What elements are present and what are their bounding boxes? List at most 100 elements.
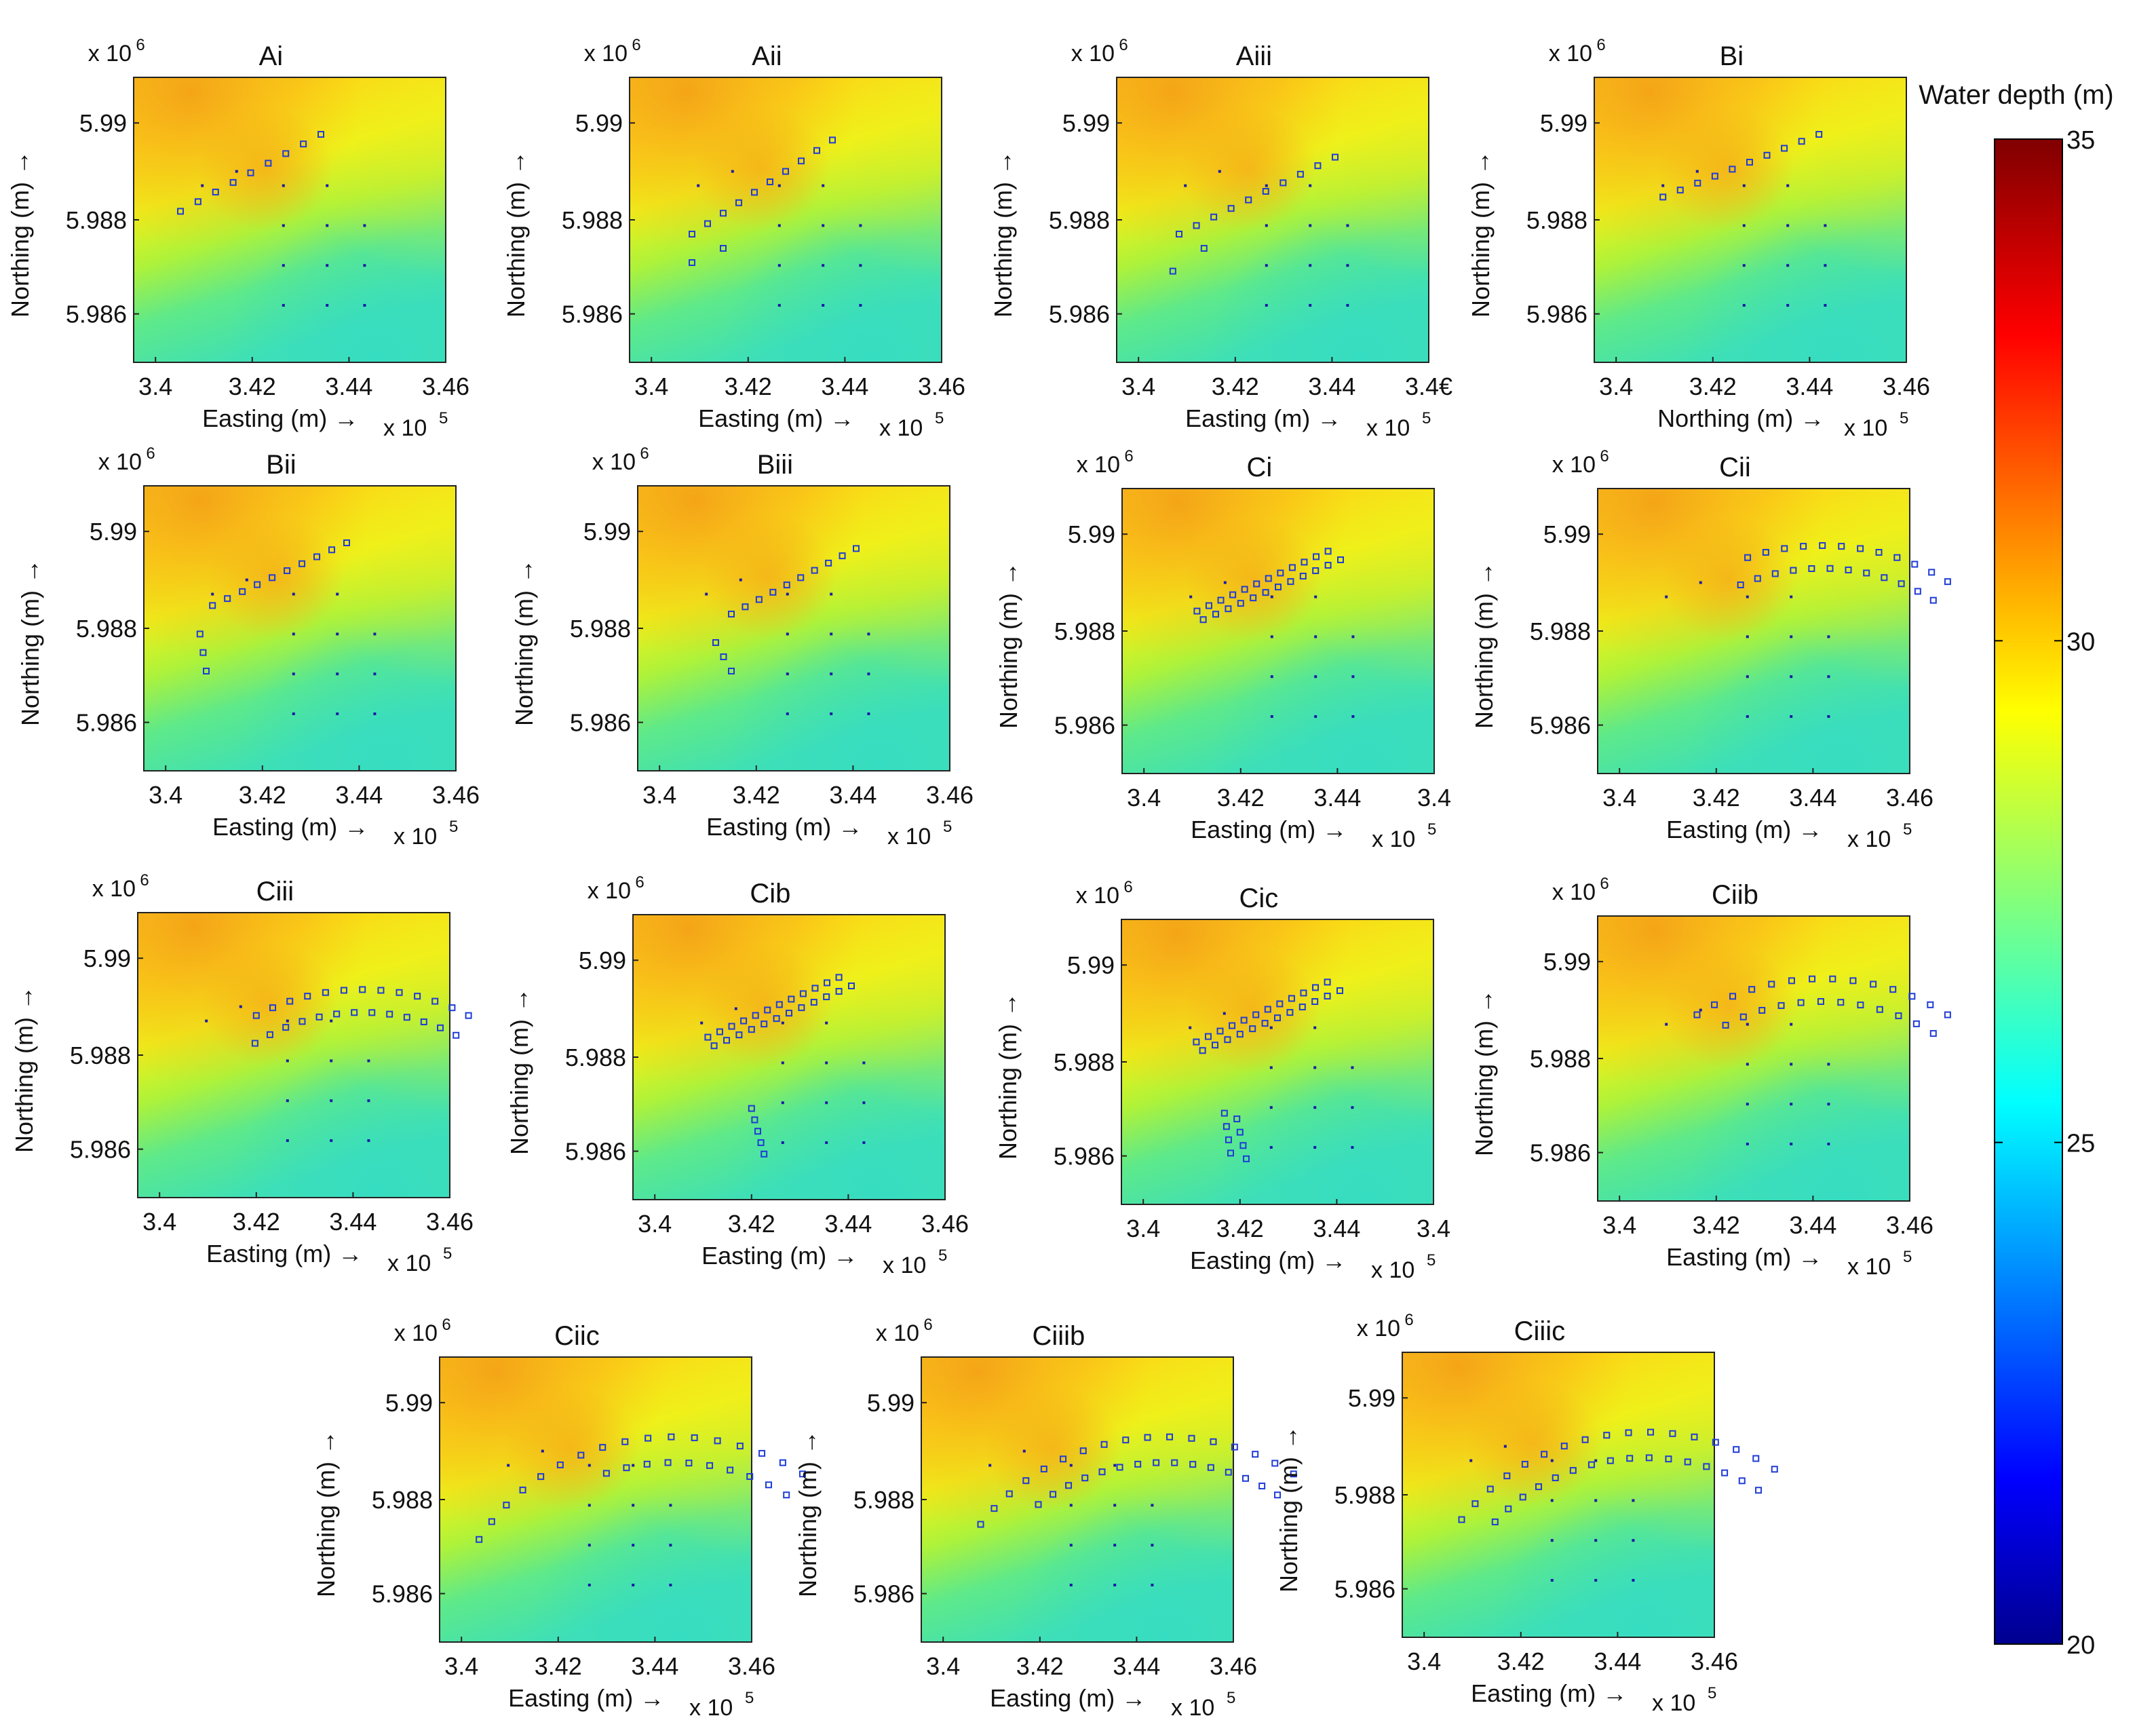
turbine-marker	[286, 1099, 289, 1103]
y-multiplier-exponent: 6	[1124, 447, 1133, 465]
x-tick-label: 3.46	[1883, 373, 1930, 400]
turbine-marker	[1060, 1455, 1067, 1463]
panel-title: Bi	[1720, 41, 1744, 71]
turbine-marker	[669, 1544, 672, 1547]
turbine-marker	[1746, 675, 1749, 679]
y-tick-label: 5.99	[1543, 948, 1591, 976]
x-tick-label: 3.42	[1217, 784, 1265, 812]
colorbar-tick-label: 35	[2066, 126, 2095, 155]
turbine-marker	[201, 184, 204, 187]
turbine-marker	[1722, 1021, 1729, 1029]
turbine-marker	[1824, 304, 1827, 307]
turbine-marker	[825, 1061, 828, 1065]
x-tick-label: 3.4	[1121, 373, 1155, 400]
turbine-marker	[825, 1021, 828, 1025]
y-axis-label: Northing (m) →	[994, 993, 1022, 1160]
x-axis-label: Easting (m) →	[698, 404, 854, 432]
y-multiplier: x 10	[1076, 883, 1119, 909]
turbine-marker	[1632, 1579, 1635, 1582]
turbine-marker	[1777, 1002, 1785, 1009]
x-multiplier-exponent: 5	[1900, 409, 1908, 427]
turbine-marker	[1250, 594, 1257, 602]
y-tick-label: 5.99	[583, 518, 631, 546]
x-multiplier: x 10	[879, 415, 923, 441]
turbine-marker	[1218, 170, 1221, 173]
x-multiplier: x 10	[1652, 1690, 1695, 1716]
y-tick-label: 5.988	[565, 1044, 626, 1071]
x-tick-label: 3.46	[926, 781, 974, 809]
turbine-marker	[781, 1021, 784, 1025]
turbine-marker	[282, 184, 285, 187]
turbine-marker	[300, 140, 307, 148]
y-axis-label: Northing (m) →	[794, 1430, 822, 1597]
x-multiplier: x 10	[1366, 415, 1410, 441]
turbine-marker	[1928, 569, 1936, 576]
turbine-marker	[1240, 1016, 1248, 1024]
turbine-marker	[292, 592, 295, 596]
y-axis-label: Northing (m) →	[1470, 562, 1498, 729]
y-tick-label: 5.99	[1540, 109, 1587, 137]
turbine-marker	[822, 184, 825, 187]
turbine-marker	[1895, 1012, 1902, 1020]
turbine-marker	[1223, 1123, 1230, 1130]
y-axis-label: Northing (m) →	[510, 559, 538, 726]
x-tick-label: 3.44	[829, 781, 877, 809]
x-tick-label: 3.42	[1693, 1211, 1740, 1239]
turbine-marker	[748, 1026, 755, 1033]
x-tick-label: 3.44	[1313, 1215, 1360, 1242]
turbine-marker	[1314, 715, 1317, 718]
turbine-marker	[1237, 600, 1244, 607]
turbine-marker	[1876, 1006, 1883, 1013]
turbine-marker	[1314, 162, 1322, 170]
turbine-marker	[1351, 635, 1355, 638]
turbine-marker	[752, 1012, 759, 1019]
colorbar: Water depth (m) 35 30 25 20	[1919, 80, 2113, 1660]
turbine-marker	[1313, 1106, 1317, 1109]
x-tick-label: 3.4	[1417, 1215, 1450, 1242]
colorbar-tick-label: 25	[2066, 1130, 2095, 1158]
turbine-marker	[632, 1464, 635, 1467]
turbine-marker	[363, 224, 366, 227]
turbine-marker	[251, 1040, 258, 1047]
turbine-markers	[205, 986, 472, 1142]
turbine-marker	[1113, 1464, 1117, 1467]
turbine-marker	[830, 592, 833, 596]
turbine-marker	[1665, 1455, 1672, 1463]
turbine-marker	[782, 168, 789, 175]
x-multiplier: x 10	[393, 824, 437, 850]
turbine-marker	[643, 1460, 651, 1468]
turbine-marker	[304, 993, 311, 1000]
turbine-marker	[336, 632, 339, 636]
turbine-marker	[368, 1009, 376, 1016]
turbine-marker	[1746, 1143, 1749, 1145]
x-tick-label: 3.44	[1786, 373, 1833, 400]
turbine-marker	[689, 231, 695, 237]
x-axis-label: Easting (m) →	[1471, 1679, 1627, 1707]
turbine-marker	[326, 224, 329, 227]
turbine-marker	[788, 995, 795, 1003]
turbine-marker	[781, 1101, 784, 1105]
turbine-marker	[1116, 1464, 1123, 1471]
x-tick-label: 3.44	[325, 373, 372, 400]
turbine-marker	[330, 1019, 333, 1023]
turbine-marker	[1699, 581, 1702, 584]
turbine-marker	[1301, 558, 1308, 566]
x-tick-label: 3.46	[426, 1208, 474, 1236]
turbine-marker	[313, 553, 321, 560]
turbine-marker	[1069, 1504, 1073, 1507]
turbine-marker	[235, 170, 238, 173]
turbine-markers	[977, 1433, 1297, 1586]
y-axis-label: Northing (m) →	[10, 986, 38, 1153]
turbine-marker	[1022, 1449, 1026, 1453]
turbine-marker	[367, 1139, 370, 1142]
turbine-marker	[1288, 995, 1295, 1002]
turbine-marker	[333, 1010, 341, 1018]
x-axis-label: Easting (m) →	[706, 813, 862, 841]
y-tick-label: 5.99	[579, 947, 626, 974]
y-multiplier-exponent: 6	[442, 1316, 450, 1334]
turbine-marker	[1944, 578, 1951, 586]
turbine-marker	[1827, 635, 1830, 638]
turbine-marker	[1223, 581, 1227, 584]
turbine-marker	[1458, 1516, 1465, 1523]
